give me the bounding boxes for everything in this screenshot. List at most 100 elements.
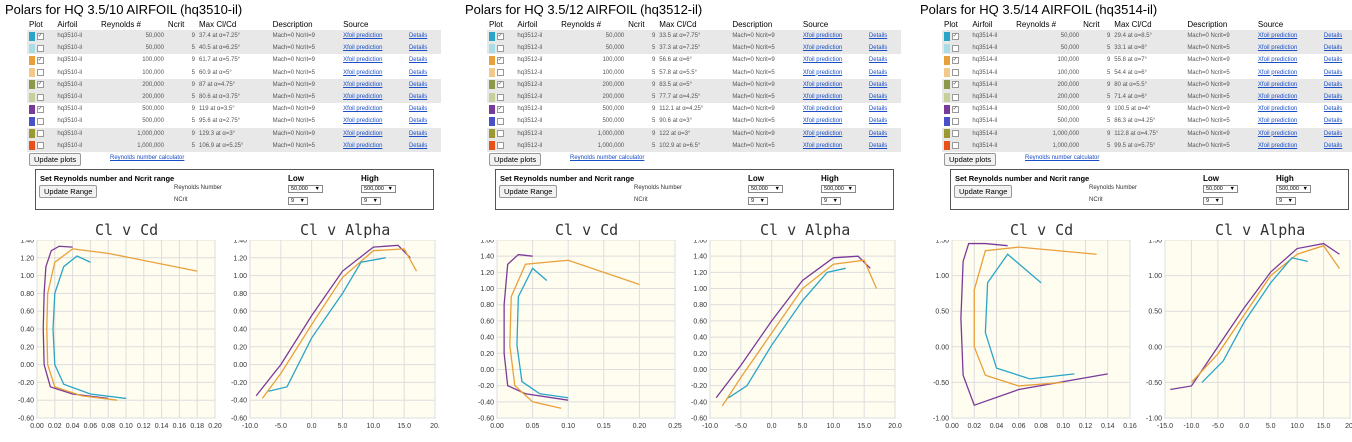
plot-checkbox[interactable] <box>496 69 504 77</box>
source-link[interactable]: Xfoil prediction <box>1257 33 1298 40</box>
details-link[interactable]: Details <box>408 130 428 137</box>
source-link[interactable]: Xfoil prediction <box>343 45 383 52</box>
details-link[interactable]: Details <box>1323 81 1343 88</box>
source-link[interactable]: Xfoil prediction <box>343 69 383 76</box>
details-link[interactable]: Details <box>868 45 888 52</box>
reynolds-high-select[interactable]: 500,000 ▼ <box>821 185 856 193</box>
source-link[interactable]: Xfoil prediction <box>343 118 383 125</box>
details-link[interactable]: Details <box>408 45 428 52</box>
plot-checkbox[interactable]: ✓ <box>496 56 504 64</box>
source-link[interactable]: Xfoil prediction <box>343 106 383 113</box>
plot-checkbox[interactable] <box>496 117 504 125</box>
details-link[interactable]: Details <box>1323 45 1343 52</box>
source-link[interactable]: Xfoil prediction <box>343 57 383 64</box>
details-link[interactable]: Details <box>408 106 428 113</box>
source-link[interactable]: Xfoil prediction <box>802 142 843 149</box>
update-plots-button[interactable]: Update plots <box>29 153 82 166</box>
source-link[interactable]: Xfoil prediction <box>343 94 383 101</box>
plot-checkbox[interactable]: ✓ <box>951 81 959 89</box>
source-link[interactable]: Xfoil prediction <box>343 81 383 88</box>
plot-checkbox[interactable] <box>951 130 959 138</box>
ncrit-high-select[interactable]: 9 ▼ <box>361 197 381 205</box>
source-link[interactable]: Xfoil prediction <box>1257 81 1298 88</box>
details-link[interactable]: Details <box>1323 106 1343 113</box>
plot-checkbox[interactable] <box>36 69 44 77</box>
source-link[interactable]: Xfoil prediction <box>802 130 843 137</box>
source-link[interactable]: Xfoil prediction <box>1257 130 1298 137</box>
details-link[interactable]: Details <box>868 142 888 149</box>
plot-checkbox[interactable] <box>36 93 44 101</box>
details-link[interactable]: Details <box>1323 118 1343 125</box>
details-link[interactable]: Details <box>868 118 888 125</box>
reynolds-calculator-link[interactable]: Reynolds number calculator <box>1025 155 1100 161</box>
reynolds-calculator-link[interactable]: Reynolds number calculator <box>570 155 645 161</box>
plot-checkbox[interactable] <box>36 44 44 52</box>
ncrit-low-select[interactable]: 9 ▼ <box>748 197 768 205</box>
plot-checkbox[interactable]: ✓ <box>36 105 44 113</box>
source-link[interactable]: Xfoil prediction <box>1257 106 1298 113</box>
source-link[interactable]: Xfoil prediction <box>802 106 843 113</box>
plot-checkbox[interactable]: ✓ <box>496 81 504 89</box>
details-link[interactable]: Details <box>1323 57 1343 64</box>
ncrit-high-select[interactable]: 9 ▼ <box>821 197 841 205</box>
details-link[interactable]: Details <box>408 69 428 76</box>
reynolds-low-select[interactable]: 50,000 ▼ <box>1203 185 1238 193</box>
source-link[interactable]: Xfoil prediction <box>802 33 843 40</box>
plot-checkbox[interactable]: ✓ <box>951 32 959 40</box>
update-range-button[interactable]: Update Range <box>39 185 98 198</box>
update-plots-button[interactable]: Update plots <box>944 153 997 166</box>
details-link[interactable]: Details <box>408 118 428 125</box>
source-link[interactable]: Xfoil prediction <box>802 69 843 76</box>
plot-checkbox[interactable]: ✓ <box>951 105 959 113</box>
update-range-button[interactable]: Update Range <box>954 185 1013 198</box>
details-link[interactable]: Details <box>408 142 428 149</box>
source-link[interactable]: Xfoil prediction <box>1257 69 1298 76</box>
plot-checkbox[interactable] <box>496 44 504 52</box>
plot-checkbox[interactable] <box>951 44 959 52</box>
plot-checkbox[interactable]: ✓ <box>496 32 504 40</box>
details-link[interactable]: Details <box>408 33 428 40</box>
source-link[interactable]: Xfoil prediction <box>802 81 843 88</box>
details-link[interactable]: Details <box>1323 94 1343 101</box>
details-link[interactable]: Details <box>1323 69 1343 76</box>
plot-checkbox[interactable] <box>951 142 959 150</box>
plot-checkbox[interactable]: ✓ <box>36 56 44 64</box>
details-link[interactable]: Details <box>868 81 888 88</box>
details-link[interactable]: Details <box>408 57 428 64</box>
plot-checkbox[interactable]: ✓ <box>36 81 44 89</box>
reynolds-high-select[interactable]: 500,000 ▼ <box>1276 185 1311 193</box>
update-range-button[interactable]: Update Range <box>499 185 558 198</box>
source-link[interactable]: Xfoil prediction <box>802 57 843 64</box>
details-link[interactable]: Details <box>408 94 428 101</box>
details-link[interactable]: Details <box>1323 33 1343 40</box>
details-link[interactable]: Details <box>868 33 888 40</box>
plot-checkbox[interactable] <box>951 117 959 125</box>
plot-checkbox[interactable] <box>36 142 44 150</box>
plot-checkbox[interactable]: ✓ <box>36 32 44 40</box>
details-link[interactable]: Details <box>868 106 888 113</box>
source-link[interactable]: Xfoil prediction <box>1257 142 1298 149</box>
plot-checkbox[interactable] <box>36 117 44 125</box>
plot-checkbox[interactable] <box>36 130 44 138</box>
reynolds-low-select[interactable]: 50,000 ▼ <box>748 185 783 193</box>
plot-checkbox[interactable]: ✓ <box>951 56 959 64</box>
reynolds-calculator-link[interactable]: Reynolds number calculator <box>110 155 185 161</box>
ncrit-high-select[interactable]: 9 ▼ <box>1276 197 1296 205</box>
source-link[interactable]: Xfoil prediction <box>1257 45 1298 52</box>
source-link[interactable]: Xfoil prediction <box>802 118 843 125</box>
plot-checkbox[interactable] <box>951 93 959 101</box>
ncrit-low-select[interactable]: 9 ▼ <box>288 197 308 205</box>
source-link[interactable]: Xfoil prediction <box>343 33 383 40</box>
source-link[interactable]: Xfoil prediction <box>802 94 843 101</box>
source-link[interactable]: Xfoil prediction <box>1257 57 1298 64</box>
details-link[interactable]: Details <box>868 130 888 137</box>
details-link[interactable]: Details <box>868 57 888 64</box>
plot-checkbox[interactable] <box>496 93 504 101</box>
source-link[interactable]: Xfoil prediction <box>1257 94 1298 101</box>
details-link[interactable]: Details <box>1323 130 1343 137</box>
details-link[interactable]: Details <box>408 81 428 88</box>
ncrit-low-select[interactable]: 9 ▼ <box>1203 197 1223 205</box>
details-link[interactable]: Details <box>868 69 888 76</box>
plot-checkbox[interactable] <box>496 142 504 150</box>
source-link[interactable]: Xfoil prediction <box>343 130 383 137</box>
